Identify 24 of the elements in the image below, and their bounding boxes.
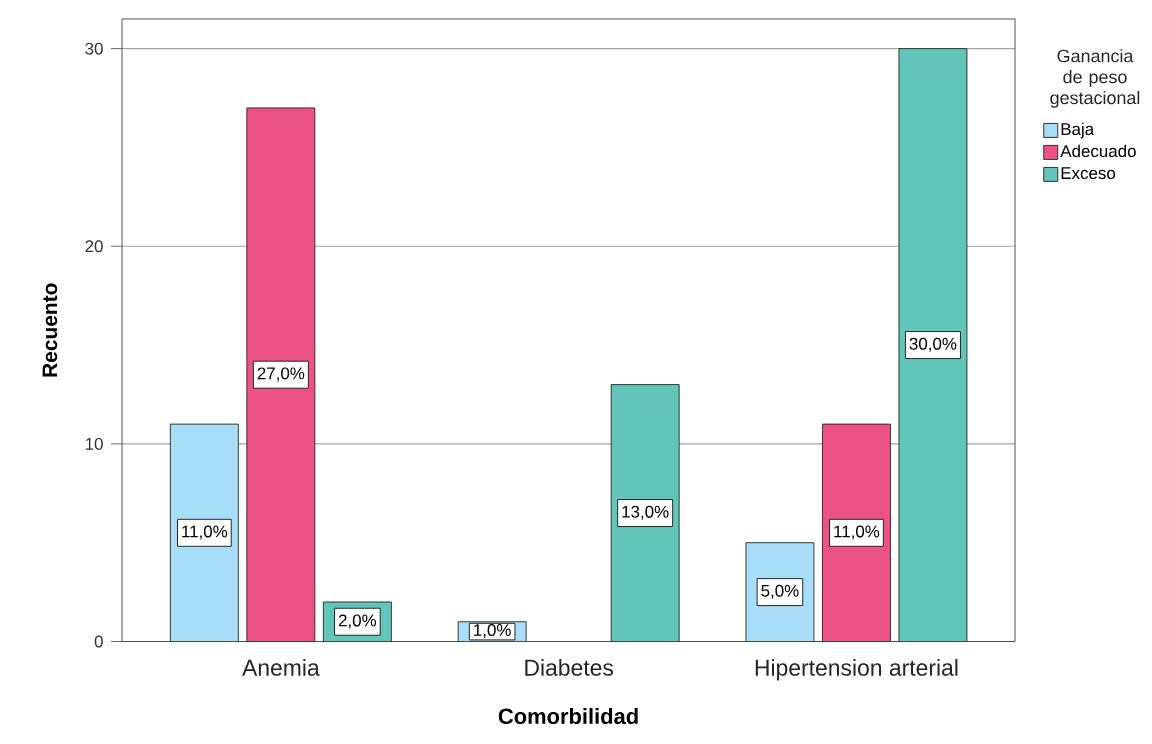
legend-label: Baja [1061, 122, 1095, 139]
legend-label: Exceso [1061, 167, 1116, 180]
data-label: 11,0% [182, 525, 228, 540]
data-label: 13,0% [622, 505, 669, 520]
y-axis-title: Recuento [42, 283, 58, 377]
bar [246, 107, 316, 642]
x-tick-label: Anemia [242, 659, 320, 676]
y-tick-label: 10 [85, 437, 103, 450]
data-label: 1,0% [474, 624, 511, 639]
y-tick-label: 20 [85, 240, 103, 253]
legend-label: Adecuado [1060, 144, 1136, 158]
bar [898, 48, 968, 642]
data-label: 2,0% [338, 614, 377, 629]
data-label: 11,0% [834, 525, 880, 540]
x-tick-label: Diabetes [525, 659, 614, 676]
legend-title: Ganancia de peso gestacional [1050, 49, 1140, 108]
data-label: 30,0% [909, 337, 957, 352]
y-tick-label: 0 [94, 635, 103, 648]
x-tick-label: Hipertension arterial [755, 659, 958, 681]
x-axis-title: Comorbilidad [498, 707, 638, 725]
data-label: 27,0% [257, 367, 305, 382]
bar [610, 384, 680, 642]
data-label: 5,0% [761, 584, 799, 599]
y-tick-label: 30 [85, 42, 103, 55]
